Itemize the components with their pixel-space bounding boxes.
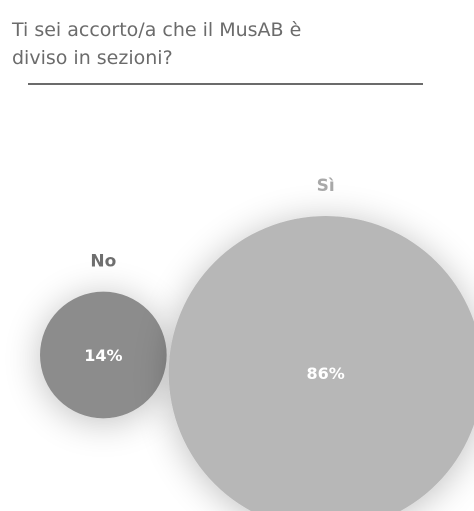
- category-label-s: Sì: [317, 176, 335, 196]
- title-underline: [28, 83, 423, 85]
- value-label-no: 14%: [84, 346, 122, 365]
- bubble-s: [168, 216, 474, 511]
- question-line-2: diviso in sezioni?: [12, 47, 173, 69]
- bubble-no: [40, 291, 167, 419]
- question-line-1: Ti sei accorto/a che il MusAB è: [12, 19, 302, 41]
- category-label-no: No: [90, 252, 116, 272]
- value-label-s: 86%: [307, 364, 345, 383]
- chart-question-title: Ti sei accorto/a che il MusAB è diviso i…: [12, 16, 412, 72]
